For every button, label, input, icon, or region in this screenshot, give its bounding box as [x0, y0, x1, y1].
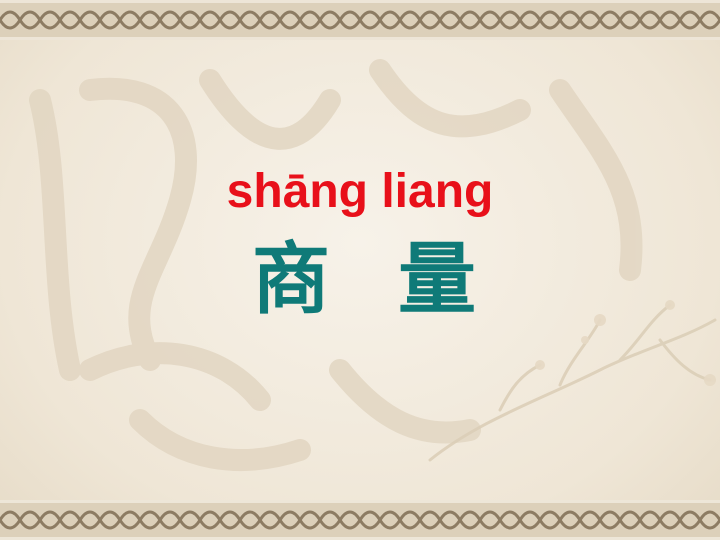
chinese-character-shang: 商 [252, 235, 331, 325]
chinese-character-liang: 量 [398, 235, 477, 325]
pinyin-text: shāng liang [226, 165, 494, 218]
background-calligraphy-art [29, 59, 717, 471]
chinese-knot-pattern-icon [0, 0, 720, 40]
bottom-ornamental-border [0, 500, 720, 540]
top-ornamental-border [0, 0, 720, 40]
chinese-knot-pattern-icon [0, 500, 720, 540]
